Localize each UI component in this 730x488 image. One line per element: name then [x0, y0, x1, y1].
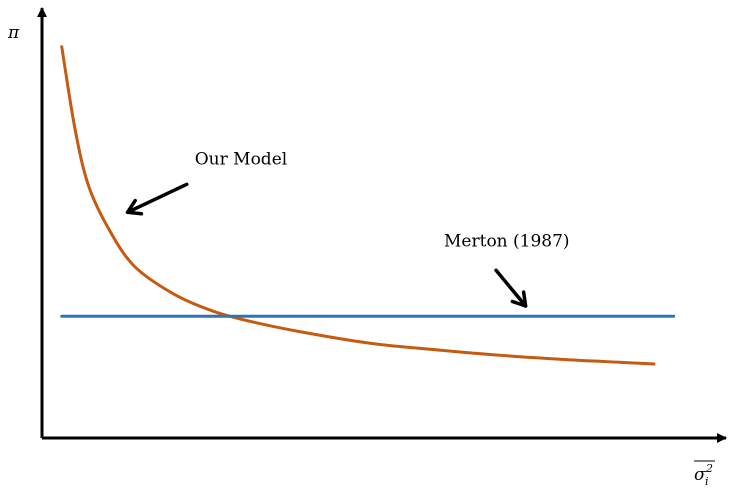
annotation-layer: Our Model Merton (1987) [125, 149, 570, 308]
annotation-arrow-0 [125, 182, 189, 214]
x-axis-label: σ 2 i [694, 460, 715, 488]
series-layer [60, 45, 676, 366]
annotation-arrowhead-0 [125, 198, 144, 216]
series-line-0 [60, 45, 656, 366]
y-axis-label: π [7, 23, 20, 43]
annotation-label-1: Merton (1987) [444, 231, 570, 251]
annotation-arrow-1 [494, 268, 528, 308]
annotation-arrowhead-1 [510, 290, 528, 308]
svg-text:i: i [705, 475, 709, 488]
svg-text:σ: σ [694, 465, 706, 485]
svg-text:2: 2 [705, 462, 713, 475]
annotation-label-0: Our Model [195, 149, 287, 169]
